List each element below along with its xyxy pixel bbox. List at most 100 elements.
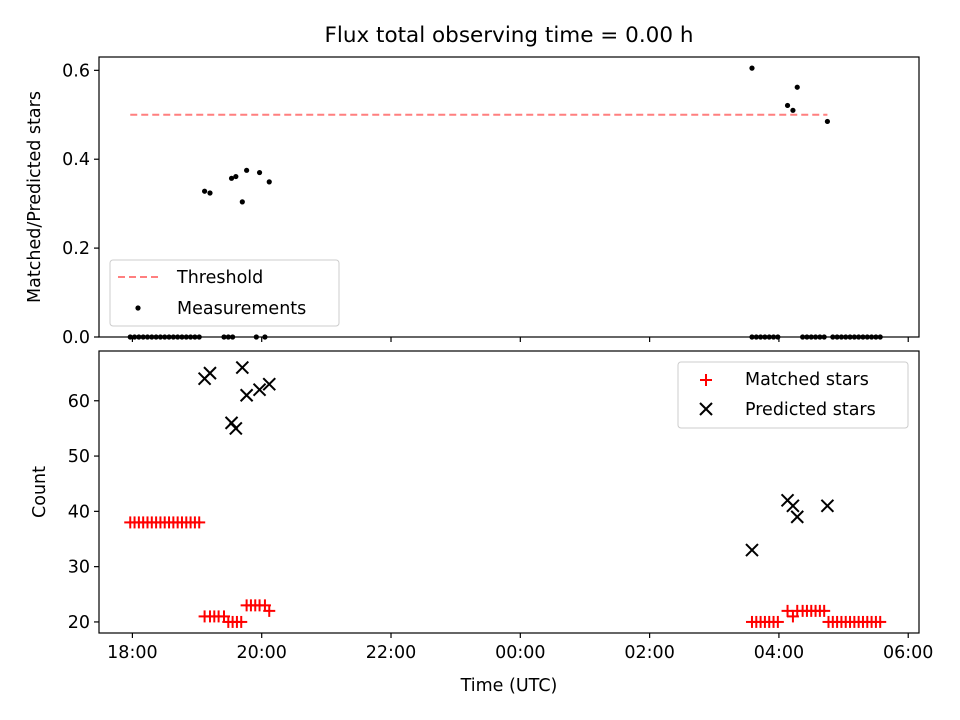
measurement-point xyxy=(175,334,181,340)
measurement-point xyxy=(239,199,245,205)
bottom-ylabel: Count xyxy=(30,466,50,518)
bottom-xtick-label: 02:00 xyxy=(624,643,674,663)
bottom-ytick-label: 40 xyxy=(68,502,90,522)
legend-predicted-label: Predicted stars xyxy=(745,400,876,420)
measurement-point xyxy=(262,334,268,340)
predicted-star-point xyxy=(820,499,835,513)
measurement-point xyxy=(830,334,836,340)
measurement-point xyxy=(821,334,827,340)
measurement-point xyxy=(256,169,263,176)
top-frame xyxy=(98,56,920,338)
bottom-ytick-label: 20 xyxy=(68,613,90,633)
predicted-star-point xyxy=(203,366,217,380)
measurement-point xyxy=(179,334,185,340)
measurement-point xyxy=(149,334,155,340)
measurement-point xyxy=(136,334,142,340)
top-ytick-label: 0.0 xyxy=(62,328,90,348)
bottom-xtick-label: 22:00 xyxy=(366,643,416,663)
measurement-point xyxy=(817,334,823,340)
legend-measurements-swatch xyxy=(135,305,141,311)
measurement-point xyxy=(784,102,791,109)
measurement-point xyxy=(808,334,814,340)
measurement-point xyxy=(266,179,272,185)
measurement-point xyxy=(221,334,227,340)
predicted-star-point xyxy=(235,360,250,375)
legend-matched-label: Matched stars xyxy=(745,370,869,390)
measurement-point xyxy=(140,334,146,340)
measurement-point xyxy=(856,334,862,340)
top-ytick-label: 0.6 xyxy=(62,61,90,81)
top-ytick-label: 0.4 xyxy=(62,150,90,170)
measurement-point xyxy=(860,334,866,340)
measurement-point xyxy=(253,334,259,340)
predicted-star-point xyxy=(262,377,276,391)
measurement-point xyxy=(153,334,159,340)
top-legend: Threshold Measurements xyxy=(109,259,340,327)
measurement-point xyxy=(170,334,176,340)
measurement-point xyxy=(144,334,151,340)
measurement-point xyxy=(192,334,198,340)
bottom-xtick-label: 18:00 xyxy=(107,643,157,663)
top-ylabel: Matched/Predicted stars xyxy=(25,91,45,303)
measurement-point xyxy=(762,334,768,340)
measurement-point xyxy=(749,65,755,71)
matched-star-point xyxy=(818,604,831,617)
top-plot-area: 0.0 0.2 0.4 0.6 xyxy=(62,56,920,348)
bottom-legend: Matched stars Predicted stars xyxy=(677,361,909,429)
measurement-point xyxy=(847,334,853,340)
measurement-point xyxy=(162,334,168,340)
matched-star-point xyxy=(263,604,276,617)
matched-star-point xyxy=(193,516,206,529)
measurement-point xyxy=(868,334,875,340)
predicted-star-point xyxy=(229,421,243,436)
measurement-point xyxy=(824,118,831,125)
bottom-ytick-label: 60 xyxy=(68,392,90,412)
measurement-point xyxy=(157,334,164,340)
measurement-point xyxy=(843,334,849,340)
measurement-point xyxy=(127,334,133,340)
measurement-point xyxy=(228,175,235,181)
chart-title: Flux total observing time = 0.00 h xyxy=(325,23,694,48)
bottom-xtick-label: 20:00 xyxy=(236,643,286,663)
predicted-star-point xyxy=(786,499,800,513)
measurement-point xyxy=(834,334,840,340)
measurement-point xyxy=(770,334,777,340)
measurement-point xyxy=(877,334,883,340)
measurement-point xyxy=(233,173,239,180)
matched-star-point xyxy=(771,615,784,628)
measurement-point xyxy=(766,334,772,340)
bottom-xtick-label: 00:00 xyxy=(495,643,545,663)
bottom-plot-area: 20 30 40 50 60 18:00 20:00 22:00 00:00 02:00 04:00… xyxy=(68,350,933,663)
top-legend-box xyxy=(109,259,340,327)
matched-star-point xyxy=(874,615,887,628)
measurement-point xyxy=(196,334,202,340)
top-ytick-label: 0.2 xyxy=(62,239,90,259)
predicted-star-point xyxy=(745,543,759,557)
measurement-point xyxy=(244,167,250,173)
bottom-xtick-label: 06:00 xyxy=(883,643,933,663)
bottom-ytick-label: 50 xyxy=(68,447,90,467)
measurement-point xyxy=(225,334,231,340)
bottom-frame xyxy=(98,350,920,634)
measurement-point xyxy=(187,334,194,340)
xlabel: Time (UTC) xyxy=(460,676,558,696)
measurement-point xyxy=(207,190,213,196)
predicted-star-point xyxy=(252,382,267,397)
legend-threshold-label: Threshold xyxy=(176,268,263,288)
measurement-point xyxy=(838,334,845,340)
predicted-star-point xyxy=(239,388,254,402)
measurement-point xyxy=(800,334,806,340)
measurement-point xyxy=(864,334,870,340)
measurement-point xyxy=(753,334,759,340)
measurement-point xyxy=(749,334,755,340)
legend-measurements-label: Measurements xyxy=(177,299,306,319)
measurement-point xyxy=(812,334,819,340)
measurement-point xyxy=(804,334,810,340)
measurement-point xyxy=(183,334,189,340)
measurement-point xyxy=(790,107,796,113)
bottom-ytick-label: 30 xyxy=(68,558,90,578)
measurement-point xyxy=(794,84,800,90)
measurement-point xyxy=(851,334,857,340)
matched-star-point xyxy=(235,615,248,628)
